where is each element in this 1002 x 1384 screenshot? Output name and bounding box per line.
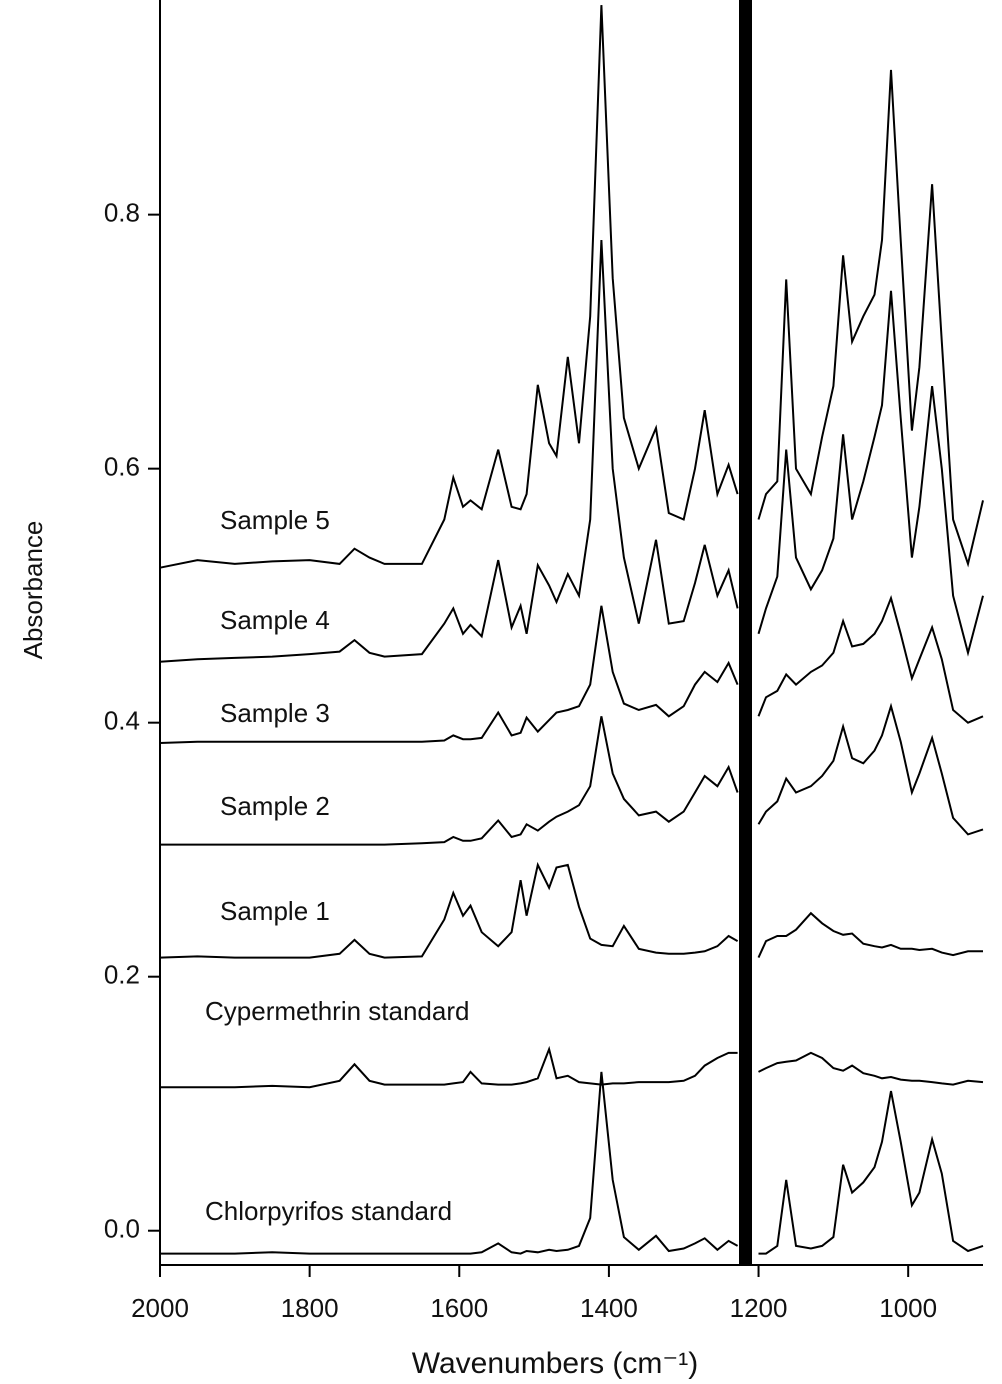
y-tick-label: 0.0 bbox=[104, 1214, 140, 1244]
x-tick-label: 1400 bbox=[580, 1293, 638, 1323]
overlap-band bbox=[739, 0, 752, 1265]
x-tick-label: 1600 bbox=[430, 1293, 488, 1323]
y-tick-label: 0.4 bbox=[104, 706, 140, 736]
y-tick-label: 0.2 bbox=[104, 960, 140, 990]
x-tick-label: 1200 bbox=[730, 1293, 788, 1323]
series-label: Sample 4 bbox=[220, 605, 330, 635]
x-tick-label: 1800 bbox=[281, 1293, 339, 1323]
spectrum-line bbox=[159, 5, 984, 569]
x-tick-label: 2000 bbox=[131, 1293, 189, 1323]
x-tick-label: 1000 bbox=[879, 1293, 937, 1323]
spectrum-line bbox=[159, 595, 984, 744]
series-label: Sample 1 bbox=[220, 896, 330, 926]
series-label: Sample 3 bbox=[220, 698, 330, 728]
y-tick-label: 0.8 bbox=[104, 198, 140, 228]
spectrum-line bbox=[160, 1071, 984, 1255]
spectrum-line bbox=[160, 702, 984, 846]
spectrum-line bbox=[160, 1045, 984, 1089]
series-label: Sample 5 bbox=[220, 505, 330, 535]
y-axis-label: Absorbance bbox=[18, 521, 48, 660]
y-tick-label: 0.6 bbox=[104, 452, 140, 482]
series-label: Sample 2 bbox=[220, 791, 330, 821]
spectrum-line bbox=[159, 861, 983, 959]
series-label: Chlorpyrifos standard bbox=[205, 1196, 452, 1226]
spectrum-line bbox=[159, 239, 984, 663]
x-axis-label: Wavenumbers (cm⁻¹) bbox=[412, 1347, 698, 1380]
series-label: Cypermethrin standard bbox=[205, 996, 469, 1026]
